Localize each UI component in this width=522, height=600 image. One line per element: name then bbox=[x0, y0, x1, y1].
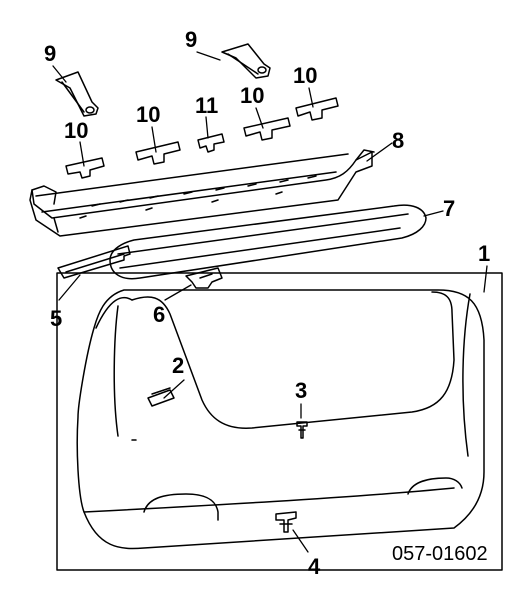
callout-10a: 10 bbox=[64, 120, 88, 142]
part-spacer-b bbox=[136, 142, 180, 164]
callout-6: 6 bbox=[153, 304, 165, 326]
callout-10b: 10 bbox=[136, 104, 160, 126]
part-absorber bbox=[110, 205, 426, 279]
callout-8: 8 bbox=[392, 130, 404, 152]
callout-4: 4 bbox=[308, 556, 320, 578]
callout-5: 5 bbox=[50, 308, 62, 330]
part-push-clip-4 bbox=[276, 512, 296, 532]
callout-10c: 10 bbox=[240, 85, 264, 107]
callout-2: 2 bbox=[172, 355, 184, 377]
part-bracket-left bbox=[56, 72, 98, 116]
part-spacer-11 bbox=[198, 134, 224, 152]
diagram-canvas: 1 2 3 4 5 6 7 8 9 9 10 10 10 10 11 057-0… bbox=[0, 0, 522, 600]
callout-7: 7 bbox=[443, 198, 455, 220]
callout-11: 11 bbox=[195, 95, 218, 117]
part-bumper-cover bbox=[77, 290, 484, 549]
part-number: 057-01602 bbox=[392, 544, 488, 564]
part-spacer-a bbox=[66, 158, 104, 178]
callout-3: 3 bbox=[295, 380, 307, 402]
callout-9b: 9 bbox=[185, 29, 197, 51]
part-push-clip-3 bbox=[297, 422, 307, 438]
part-side-bracket bbox=[148, 388, 174, 406]
part-spacer-c bbox=[244, 118, 290, 140]
callout-9a: 9 bbox=[44, 43, 56, 65]
callout-10d: 10 bbox=[293, 65, 317, 87]
callout-1: 1 bbox=[478, 243, 490, 265]
part-spacer-d bbox=[296, 98, 338, 120]
part-bracket-right bbox=[222, 44, 270, 78]
